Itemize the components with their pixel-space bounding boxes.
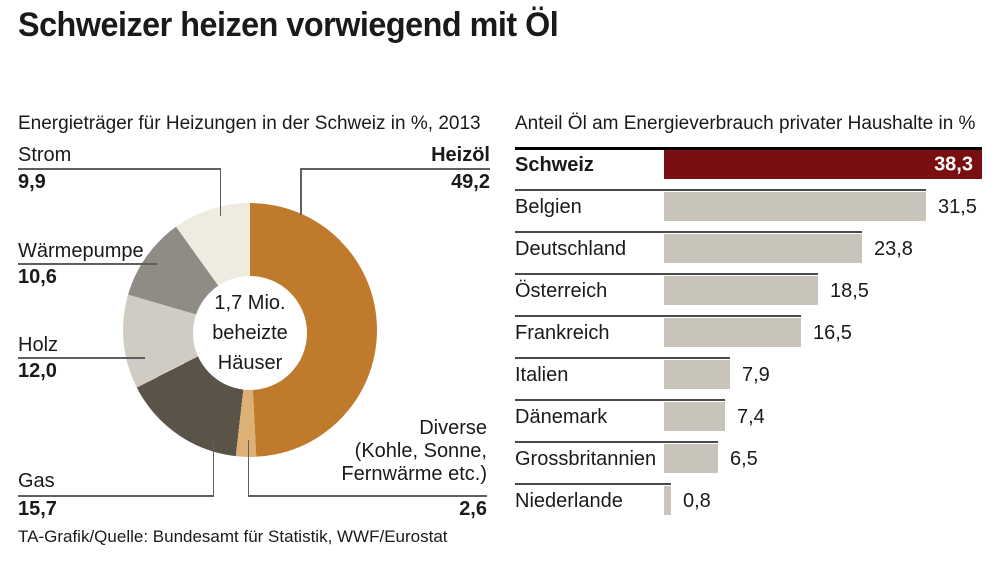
- bar: [664, 276, 818, 305]
- donut-center-label: 1,7 Mio. beheizte Häuser: [193, 276, 307, 390]
- donut-label-heizoel: Heizöl: [431, 144, 490, 166]
- page-title: Schweizer heizen vorwiegend mit Öl: [18, 6, 559, 44]
- bar-row: Niederlande 0,8: [515, 483, 995, 525]
- bar: [664, 444, 718, 473]
- country-label: Deutschland: [515, 238, 627, 260]
- bar: [664, 192, 926, 221]
- country-label: Belgien: [515, 196, 582, 218]
- bar-value: 6,5: [730, 448, 758, 470]
- leader-line: [18, 357, 145, 359]
- donut-chart-title: Energieträger für Heizungen in der Schwe…: [18, 113, 481, 134]
- center-line: 1,7 Mio.: [214, 292, 286, 314]
- leader-line: [300, 168, 490, 170]
- donut-label-gas: Gas: [18, 470, 55, 492]
- country-label: Italien: [515, 364, 569, 386]
- row-rule: [515, 483, 671, 485]
- donut-label-strom: Strom: [18, 144, 72, 166]
- bar-row: Frankreich 16,5: [515, 315, 995, 357]
- center-line: beheizte: [212, 322, 288, 344]
- row-rule: [515, 441, 718, 443]
- leader-line: [247, 495, 487, 497]
- donut-value-diverse: 2,6: [459, 498, 487, 520]
- bar-row: Belgien 31,5: [515, 189, 995, 231]
- bar-value: 38,3: [934, 153, 973, 175]
- country-label: Frankreich: [515, 322, 610, 344]
- donut-value-waermepumpe: 10,6: [18, 266, 57, 288]
- source-credit: TA-Grafik/Quelle: Bundesamt für Statisti…: [18, 527, 448, 546]
- donut-label-diverse: Diverse (Kohle, Sonne, Fernwärme etc.): [341, 417, 487, 485]
- bar-row: Grossbritannien 6,5: [515, 441, 995, 483]
- donut-label-waermepumpe: Wärmepumpe: [18, 240, 144, 262]
- bar-chart: Schweiz 38,3 Belgien 31,5 Deutschland 23,8 Öst…: [515, 147, 995, 527]
- row-rule: [515, 399, 725, 401]
- donut-value-gas: 15,7: [18, 498, 57, 520]
- row-rule: [515, 357, 730, 359]
- donut-label-holz: Holz: [18, 334, 59, 356]
- bar-value: 23,8: [874, 238, 913, 260]
- bar: [664, 234, 862, 263]
- bar-value: 7,4: [737, 406, 765, 428]
- bar-value: 16,5: [813, 322, 852, 344]
- leader-line: [300, 168, 302, 215]
- bar-row: Schweiz 38,3: [515, 147, 995, 189]
- country-label: Schweiz: [515, 154, 594, 176]
- bar-value: 31,5: [938, 196, 977, 218]
- country-label: Dänemark: [515, 406, 608, 428]
- row-rule: [515, 231, 862, 233]
- country-label: Österreich: [515, 280, 608, 302]
- row-rule: [515, 315, 801, 317]
- leader-line: [212, 437, 214, 495]
- leader-line: [18, 168, 221, 170]
- leader-line: [219, 168, 221, 216]
- bar: 38,3: [664, 150, 982, 179]
- row-rule: [515, 189, 926, 191]
- bar-value: 0,8: [683, 490, 711, 512]
- bar: [664, 402, 725, 431]
- leader-line: [18, 263, 157, 265]
- leader-line: [18, 495, 214, 497]
- bar: [664, 486, 671, 515]
- bar: [664, 318, 801, 347]
- bar: [664, 360, 730, 389]
- bar-value: 18,5: [830, 280, 869, 302]
- leader-line: [247, 440, 249, 495]
- donut-value-strom: 9,9: [18, 171, 46, 193]
- bar-chart-title: Anteil Öl am Energieverbrauch privater H…: [515, 113, 976, 134]
- bar-row: Dänemark 7,4: [515, 399, 995, 441]
- center-line: Häuser: [217, 352, 283, 374]
- country-label: Grossbritannien: [515, 448, 657, 470]
- bar-row: Deutschland 23,8: [515, 231, 995, 273]
- bar-value: 7,9: [742, 364, 770, 386]
- bar-row: Italien 7,9: [515, 357, 995, 399]
- row-rule: [515, 273, 818, 275]
- country-label: Niederlande: [515, 490, 623, 512]
- bar-row: Österreich 18,5: [515, 273, 995, 315]
- donut-value-heizoel: 49,2: [451, 171, 490, 193]
- row-rule: [515, 147, 982, 150]
- donut-value-holz: 12,0: [18, 360, 57, 382]
